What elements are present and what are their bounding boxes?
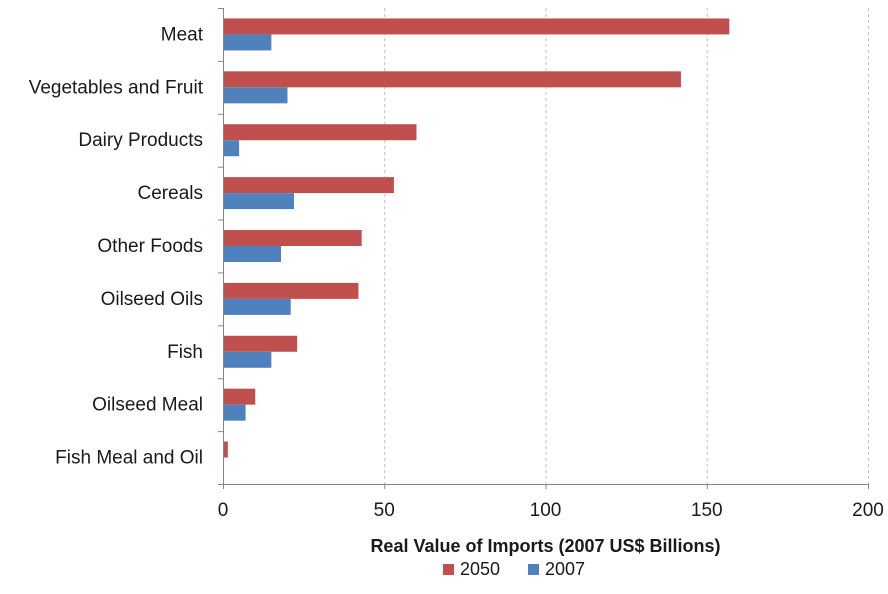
bar-2050-vegetables-and-fruit: [223, 71, 681, 88]
bar-2007-cereals: [223, 193, 294, 210]
bar-2007-oilseed-oils: [223, 298, 291, 315]
category-label-fish-meal-and-oil: Fish Meal and Oil: [55, 448, 203, 469]
bar-2050-dairy-products: [223, 124, 417, 141]
bar-2050-fish: [223, 335, 298, 352]
x-tick-labels: 0 50 100 150 200: [218, 500, 884, 521]
legend-swatch-2050: [443, 564, 454, 575]
category-label-meat: Meat: [161, 24, 204, 45]
bar-2050-cereals: [223, 177, 394, 194]
x-tick-label-100: 100: [530, 500, 562, 521]
bar-2050-fish-meal-and-oil: [223, 441, 228, 458]
bar-2050-oilseed-meal: [223, 388, 256, 405]
bar-2007-oilseed-meal: [223, 404, 246, 421]
category-labels: Meat Vegetables and Fruit Dairy Products Ce…: [29, 24, 204, 468]
x-tick-label-0: 0: [218, 500, 229, 521]
x-tick-label-150: 150: [691, 500, 723, 521]
bar-2007-vegetables-and-fruit: [223, 87, 288, 104]
bar-2050-oilseed-oils: [223, 282, 359, 299]
bar-2007-meat: [223, 34, 272, 51]
x-tick-label-200: 200: [852, 500, 884, 521]
category-label-cereals: Cereals: [138, 183, 203, 204]
bar-2050-other-foods: [223, 230, 362, 246]
category-label-other-foods: Other Foods: [97, 236, 203, 257]
x-tick-label-50: 50: [374, 500, 395, 521]
bar-2050-meat: [223, 18, 730, 35]
category-label-fish: Fish: [167, 342, 203, 363]
legend-label-2050: 2050: [460, 559, 500, 579]
category-label-vegetables-and-fruit: Vegetables and Fruit: [29, 77, 204, 98]
bar-2007-other-foods: [223, 246, 282, 262]
category-label-oilseed-meal: Oilseed Meal: [92, 395, 203, 416]
axes: [218, 8, 869, 489]
bar-2007-fish: [223, 351, 272, 368]
legend-label-2007: 2007: [545, 559, 585, 579]
bars: [223, 18, 730, 458]
x-axis-title: Real Value of Imports (2007 US$ Billions…: [370, 536, 720, 556]
category-label-dairy-products: Dairy Products: [78, 130, 203, 151]
category-label-oilseed-oils: Oilseed Oils: [101, 289, 203, 310]
legend: 2050 2007: [443, 559, 585, 579]
bar-2007-dairy-products: [223, 140, 240, 157]
legend-swatch-2007: [528, 564, 539, 575]
